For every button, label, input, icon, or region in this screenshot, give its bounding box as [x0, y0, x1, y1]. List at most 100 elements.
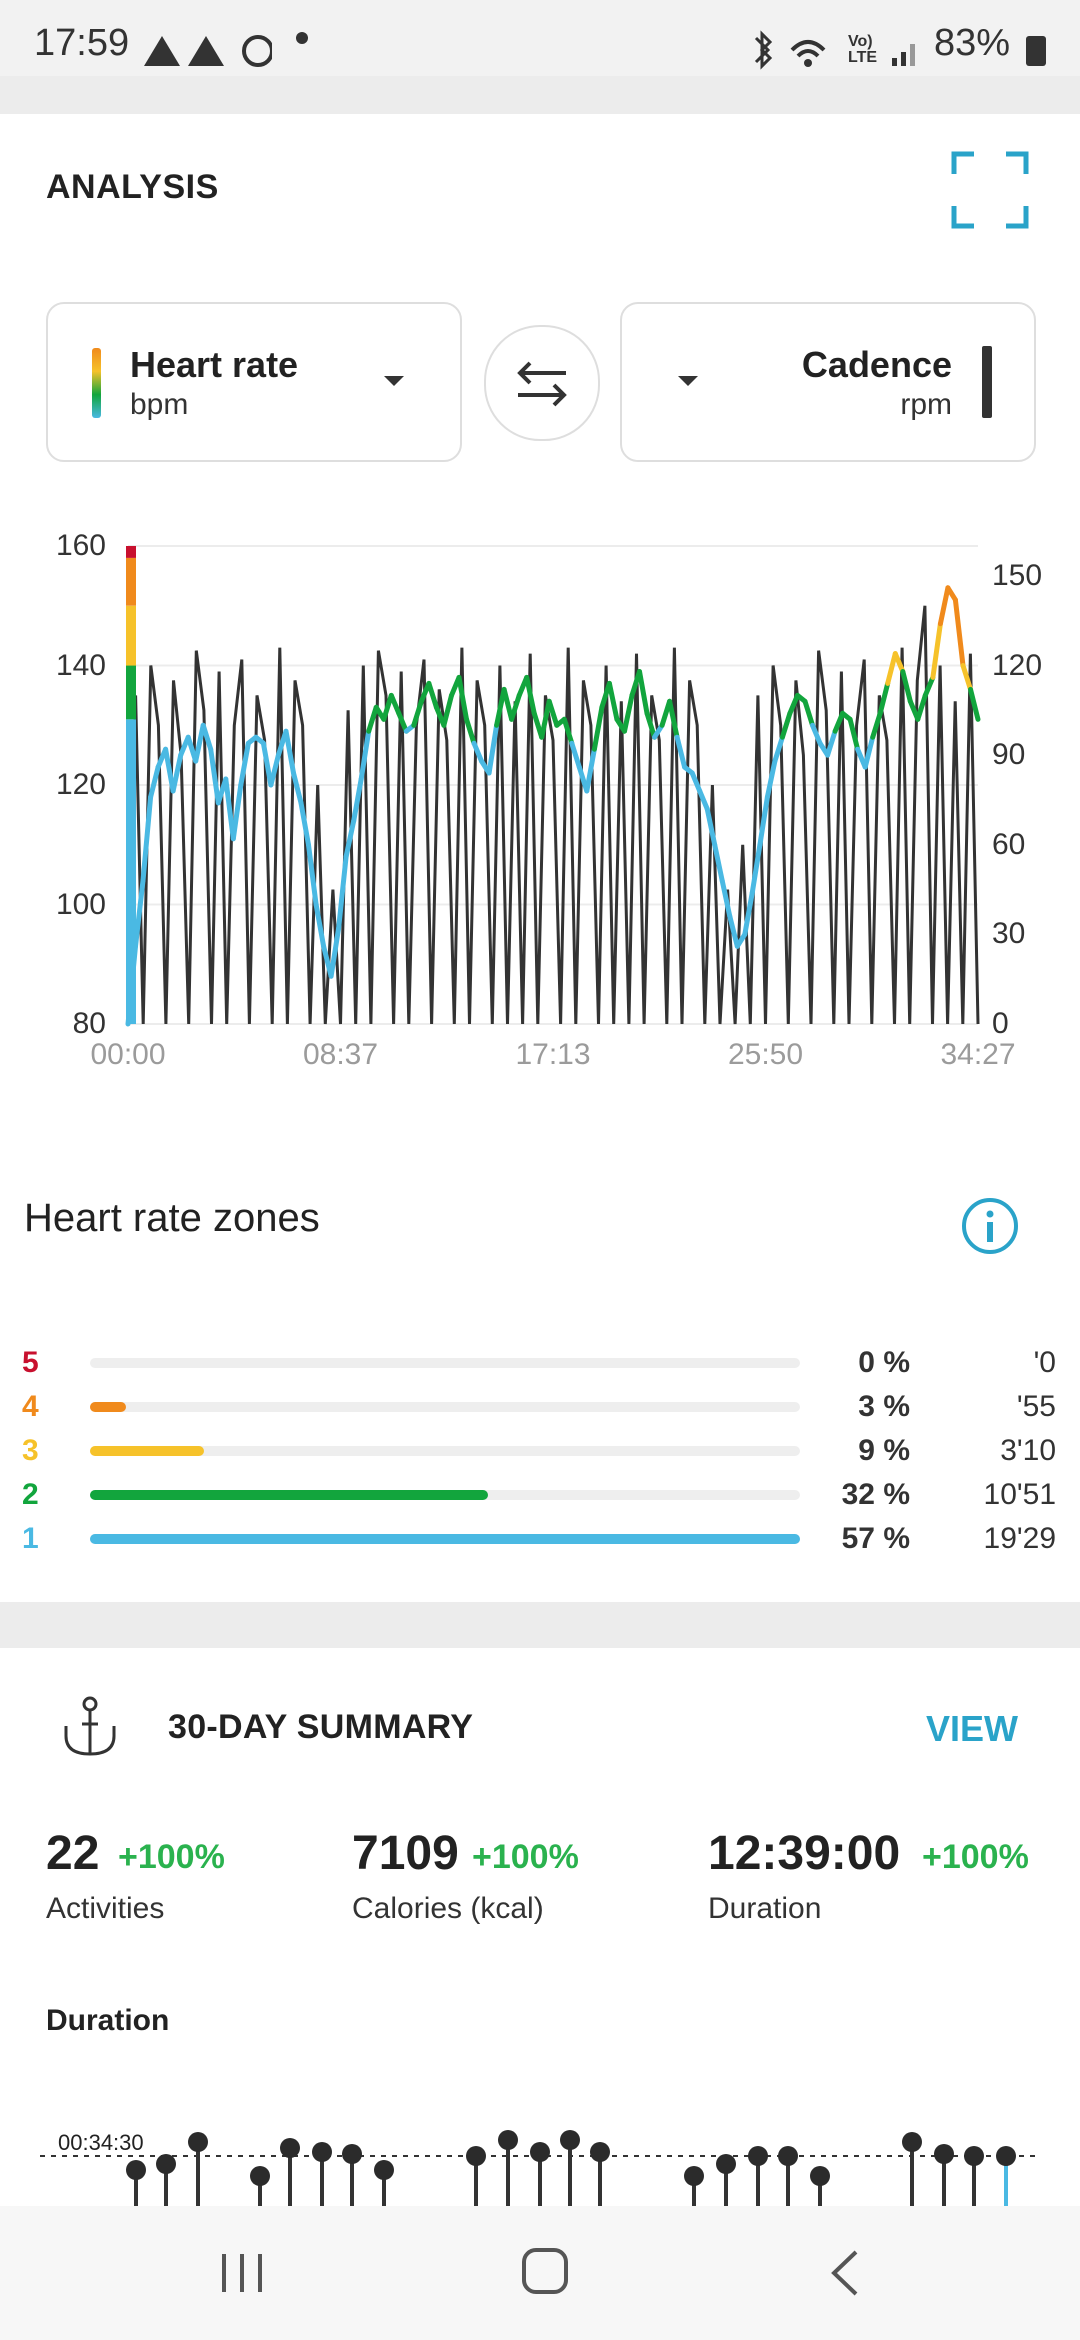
duration-dot [964, 2146, 984, 2166]
heart-rate-segment [930, 621, 943, 680]
duration-dot [996, 2146, 1016, 2166]
duration-dot [934, 2144, 954, 2164]
right-metric-selector[interactable]: Cadence rpm [620, 302, 1036, 462]
heart-rate-segment [170, 752, 184, 794]
y-left-tick-label: 100 [55, 887, 106, 921]
stat-duration-label: Duration [708, 1892, 822, 1925]
zone-bar-track [90, 1402, 800, 1412]
heart-rate-segment [832, 710, 846, 734]
home-icon[interactable] [520, 2246, 570, 2296]
heart-rate-segment [328, 925, 342, 979]
stat-activities-delta: +100% [118, 1838, 225, 1876]
summary-title: 30-DAY SUMMARY [168, 1708, 474, 1746]
y-left-tick-label: 140 [55, 648, 106, 682]
heart-rate-segment [539, 698, 552, 740]
left-metric-unit: bpm [130, 388, 189, 421]
heart-rate-segment [885, 651, 898, 686]
heart-rate-segment [622, 692, 635, 734]
view-summary-button[interactable]: VIEW [926, 1708, 1019, 1749]
heart-rate-segment [200, 722, 214, 752]
zone-number: 1 [22, 1522, 39, 1555]
y-right-tick-label: 60 [992, 827, 1026, 861]
heart-rate-segment [351, 776, 364, 824]
x-tick-label: 34:27 [940, 1038, 1016, 1071]
heart-rate-segment [411, 698, 424, 728]
zone-number: 2 [22, 1478, 39, 1511]
left-metric-selector[interactable]: Heart rate bpm [46, 302, 462, 462]
zone-number: 3 [22, 1434, 39, 1467]
heart-rate-segment [862, 734, 876, 770]
heart-rate-segment [667, 698, 680, 740]
heart-rate-segment [704, 806, 718, 848]
heart-rate-segment [606, 680, 620, 722]
heart-rate-segment [892, 651, 906, 674]
heart-rate-segment [749, 842, 763, 895]
zone-bar-fill [90, 1402, 126, 1412]
heart-rate-segment [208, 746, 221, 806]
heart-rate-segment [569, 740, 582, 770]
zone-time: 19'29 [983, 1522, 1056, 1555]
swap-icon [517, 361, 567, 407]
zone-bar-fill [90, 1446, 204, 1456]
zone-color-band [126, 605, 136, 666]
y-left-tick-label: 80 [72, 1007, 106, 1040]
battery-percent: 83% [934, 22, 1011, 64]
zone-time: '0 [1033, 1346, 1056, 1379]
zone-bar-track [90, 1358, 800, 1368]
heart-rate-segment [757, 794, 770, 848]
summary-card [0, 1648, 1080, 2206]
heart-rate-segment [810, 722, 823, 746]
zone-percent: 32 % [841, 1478, 910, 1511]
y-right-tick-label: 30 [992, 917, 1026, 951]
duration-dot [716, 2154, 736, 2174]
heart-rate-segment [268, 752, 281, 788]
duration-dot [590, 2142, 610, 2162]
heart-rate-segment [230, 782, 244, 842]
analysis-chart [125, 545, 981, 1027]
duration-dot [374, 2160, 394, 2180]
duration-dot [902, 2132, 922, 2152]
stat-calories-delta: +100% [472, 1838, 579, 1876]
duration-dot [280, 2138, 300, 2158]
heart-rate-segment [148, 764, 161, 800]
recent-apps-icon[interactable] [218, 2250, 268, 2296]
left-metric-title: Heart rate [130, 344, 299, 385]
fullscreen-icon[interactable] [950, 150, 1030, 230]
swap-metrics-button[interactable] [484, 325, 600, 441]
heart-rate-segment [133, 878, 146, 949]
heart-rate-segment [426, 680, 439, 710]
duration-dot [778, 2146, 798, 2166]
zone-bar-fill [90, 1534, 800, 1544]
heart-rate-segment [283, 728, 296, 776]
heart-rate-segment [825, 728, 838, 758]
x-tick-label: 25:50 [727, 1038, 804, 1071]
heart-rate-segment [306, 842, 319, 907]
heart-rate-segment [561, 716, 575, 746]
duration-dot [530, 2142, 550, 2162]
heart-rate-segment [336, 854, 349, 931]
notification-icons [144, 35, 272, 67]
x-tick-label: 00:00 [90, 1038, 166, 1071]
duration-dot [312, 2142, 332, 2162]
heart-rate-segment [719, 878, 733, 919]
heart-rate-segment [960, 663, 973, 692]
heart-rate-segment [396, 710, 409, 734]
y-left-tick-label: 120 [55, 768, 106, 801]
zone-percent: 57 % [841, 1522, 910, 1555]
section-gap [0, 76, 1080, 114]
heart-rate-segment [742, 890, 755, 937]
info-icon[interactable] [960, 1196, 1020, 1256]
heart-rate-segment [900, 669, 913, 704]
heart-rate-segment [952, 597, 966, 668]
heart-rate-segment [223, 776, 236, 842]
chevron-down-icon [384, 376, 404, 386]
zone-percent: 9 % [858, 1434, 910, 1467]
zone-time: 3'10 [1000, 1434, 1056, 1467]
back-icon[interactable] [826, 2248, 866, 2298]
zone-number: 5 [22, 1346, 39, 1379]
heart-rate-segment [764, 758, 778, 800]
trophy-anchor-icon [64, 1696, 116, 1756]
duration-dot [250, 2166, 270, 2186]
stat-calories-label: Calories (kcal) [352, 1892, 544, 1925]
heart-rate-segment [366, 704, 379, 734]
